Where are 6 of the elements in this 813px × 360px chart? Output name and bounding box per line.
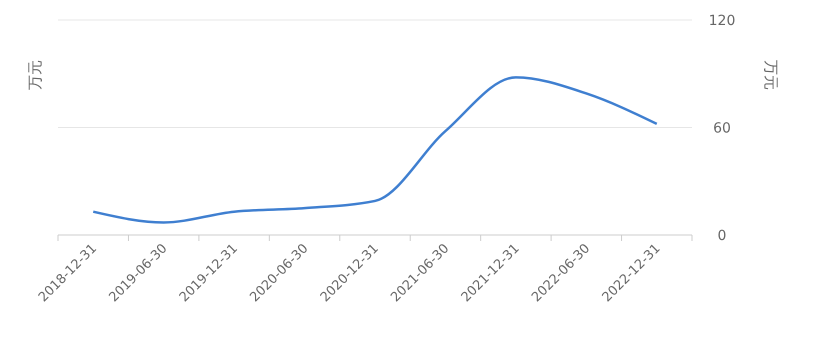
y-tick-label: 60 [713,120,731,136]
line-series [92,76,658,224]
y2-axis-title: 万元 [762,60,780,90]
y-axis-title: 万元 [26,60,44,90]
y-tick-label: 0 [718,228,726,244]
y-tick-label: 120 [708,12,736,29]
